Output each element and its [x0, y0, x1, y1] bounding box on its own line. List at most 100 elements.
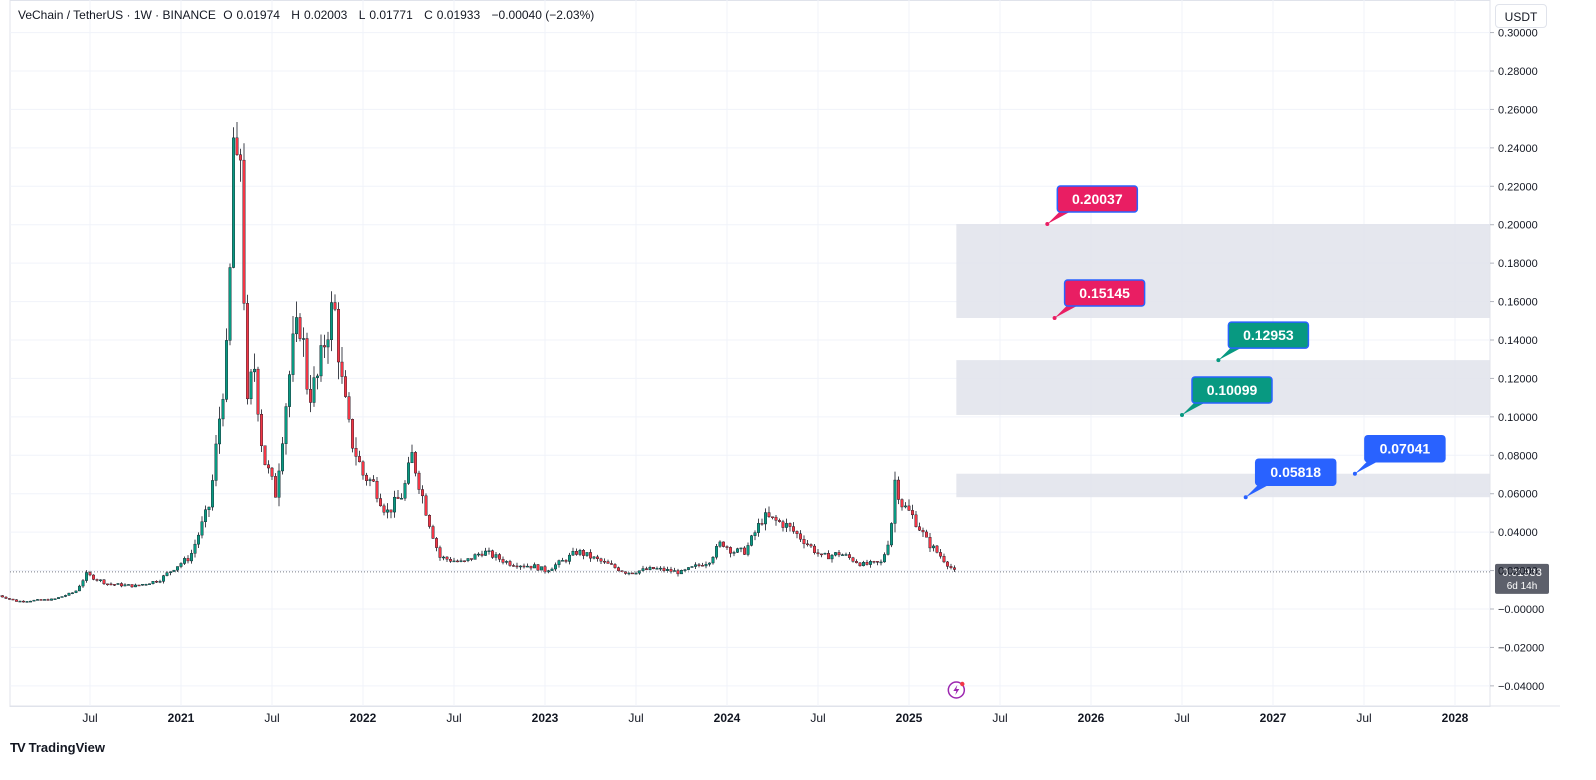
candle — [4, 596, 8, 599]
candle — [417, 470, 421, 495]
candle-body-down — [260, 414, 264, 446]
candle-body-up — [50, 598, 54, 601]
candle — [848, 552, 852, 560]
x-tick-label: 2023 — [532, 711, 559, 725]
candle — [631, 572, 635, 575]
zone-layer — [956, 224, 1490, 498]
tradingview-logo[interactable]: TV TradingView — [10, 740, 105, 755]
price-callout: 0.15145 — [1052, 279, 1146, 320]
candle-body-up — [200, 521, 204, 536]
y-tick-label: −0.00000 — [1498, 604, 1544, 616]
candle — [613, 563, 617, 569]
callout-pointer — [1218, 346, 1245, 361]
candle-body-down — [806, 543, 810, 546]
candle-body-down — [935, 545, 939, 553]
candle-body-up — [161, 575, 165, 582]
candle — [599, 557, 603, 564]
candle-body-down — [396, 496, 400, 499]
candle — [890, 522, 894, 548]
candle — [582, 548, 586, 560]
y-tick-label: 0.20000 — [1498, 220, 1538, 232]
candle-body-up — [403, 483, 407, 499]
candle — [949, 563, 953, 570]
candle-body-down — [795, 531, 799, 534]
candle — [729, 546, 733, 558]
candle — [337, 302, 341, 380]
candle-body-down — [729, 547, 733, 554]
candle-body-down — [613, 564, 617, 568]
lightning-dot — [960, 681, 965, 687]
candle — [305, 332, 309, 395]
candle — [515, 562, 519, 569]
candle-body-up — [753, 532, 757, 536]
x-tick-label: 2025 — [896, 711, 923, 725]
candle-body-up — [757, 523, 761, 533]
callout-text: 0.05818 — [1270, 464, 1321, 480]
candle — [421, 485, 425, 504]
candle — [396, 489, 400, 499]
candle — [386, 503, 390, 519]
high-value: H 0.02003 — [291, 8, 351, 22]
candle — [774, 514, 778, 526]
candle-body-up — [179, 563, 183, 567]
symbol-legend: VeChain / TetherUS · 1W · BINANCE O 0.019… — [18, 8, 598, 22]
candle-body-up — [673, 570, 677, 572]
candle — [347, 392, 351, 423]
candle — [112, 584, 116, 586]
candle-body-down — [186, 558, 190, 562]
candle-body-up — [736, 548, 740, 553]
candle-body-down — [347, 396, 351, 420]
candle — [865, 559, 869, 566]
candle — [372, 475, 376, 483]
candle-body-up — [144, 584, 148, 586]
candle-body-up — [711, 557, 715, 564]
candle — [84, 570, 88, 583]
candle-body-up — [84, 572, 88, 581]
candle-body-up — [400, 498, 404, 500]
candle-body-up — [519, 565, 523, 568]
last-price-tag — [1495, 563, 1549, 594]
candle — [722, 541, 726, 548]
currency-button[interactable]: USDT — [1495, 4, 1547, 28]
candle — [508, 559, 512, 567]
candle-body-down — [7, 598, 11, 600]
candle-body-down — [91, 574, 95, 580]
candle-body-up — [715, 546, 719, 558]
candle — [879, 559, 883, 566]
candle-body-down — [631, 572, 635, 575]
candle-body-up — [869, 561, 873, 565]
candle — [379, 493, 383, 507]
candle-body-up — [526, 565, 530, 568]
candle-body-down — [771, 516, 775, 518]
candle — [886, 540, 890, 556]
candle — [424, 493, 428, 516]
candle-body-down — [358, 456, 362, 463]
candle-body-up — [312, 377, 316, 403]
candle — [827, 550, 831, 560]
candle — [718, 540, 722, 548]
callout-box — [1227, 321, 1310, 349]
candle-body-up — [442, 556, 446, 559]
candle-body-up — [477, 553, 481, 556]
candle — [904, 502, 908, 509]
candle-body-up — [466, 558, 470, 561]
candle — [88, 570, 92, 577]
candle-body-down — [767, 512, 771, 517]
candle — [302, 327, 306, 357]
candle-body-down — [417, 472, 421, 490]
candle-body-up — [459, 560, 463, 562]
symbol-pair[interactable]: VeChain / TetherUS · 1W · BINANCE — [18, 8, 216, 22]
callout-pointer — [1047, 210, 1074, 225]
candle-body-up — [18, 600, 22, 603]
candle — [641, 565, 645, 572]
candle-body-up — [932, 545, 936, 549]
candle — [196, 532, 200, 548]
candle — [687, 567, 691, 571]
candle — [739, 547, 743, 553]
candle-body-up — [568, 554, 572, 562]
candle — [837, 549, 841, 558]
candle-body-down — [536, 564, 540, 571]
grid-layer — [9, 0, 1560, 707]
candle-body-down — [543, 566, 547, 573]
